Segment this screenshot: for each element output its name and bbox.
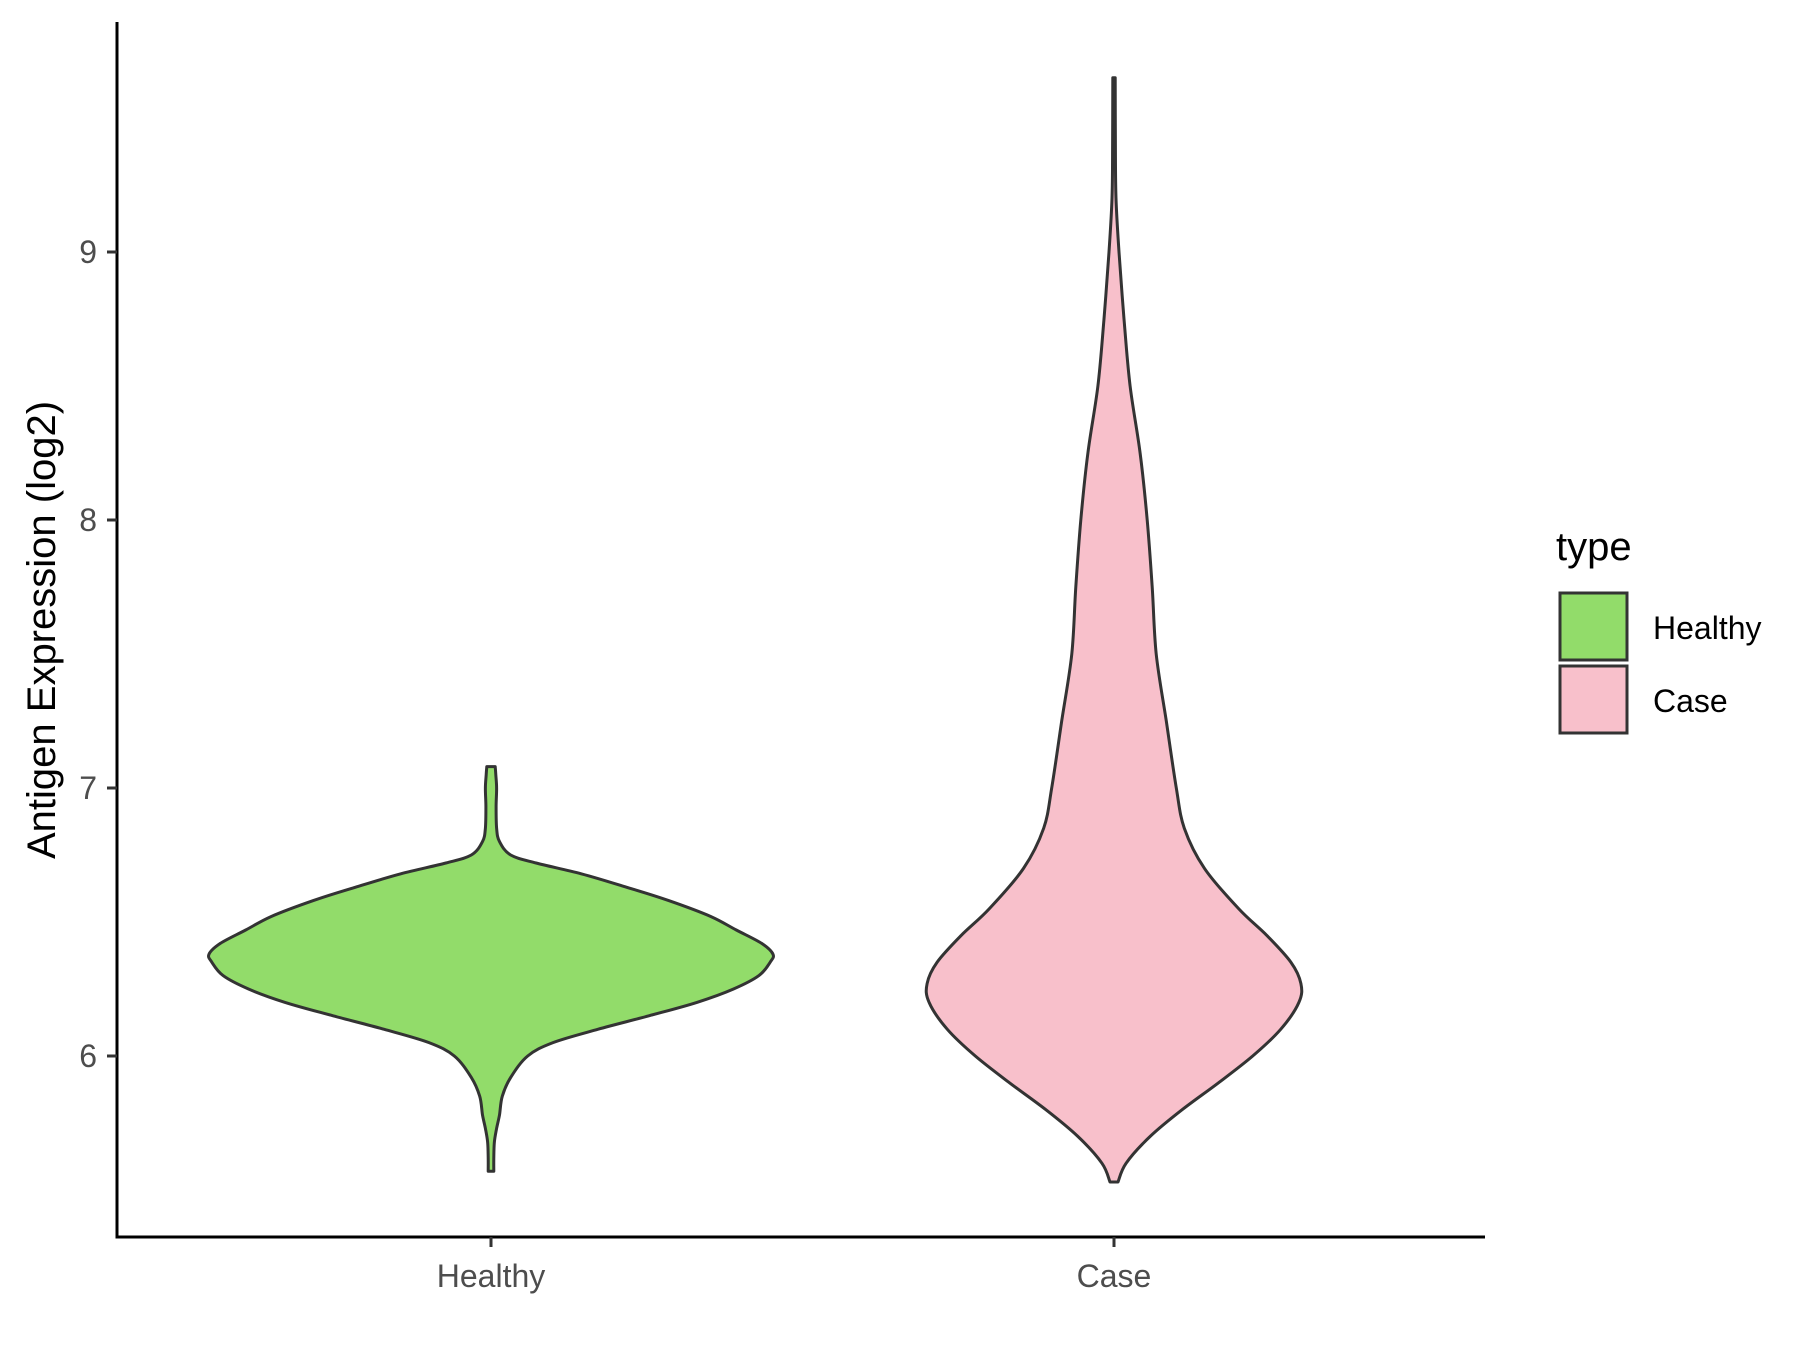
y-tick-label: 8	[79, 502, 97, 538]
violin-healthy	[207, 765, 775, 1173]
axes	[115, 22, 1485, 1239]
legend-key-case	[1558, 664, 1629, 735]
x-tick-label: Healthy	[437, 1258, 546, 1294]
violin-case	[924, 76, 1304, 1184]
y-tick-label: 6	[79, 1038, 97, 1074]
legend-label-case: Case	[1653, 683, 1728, 719]
legend-key-healthy	[1558, 591, 1629, 662]
legend-label-healthy: Healthy	[1653, 610, 1762, 646]
legend: type Healthy Case	[1556, 525, 1762, 735]
y-tick-label: 9	[79, 234, 97, 270]
y-ticks: 6 7 8 9	[79, 234, 117, 1074]
x-tick-label: Case	[1077, 1258, 1152, 1294]
violin-layer	[207, 76, 1304, 1184]
x-ticks: Healthy Case	[437, 1237, 1152, 1294]
legend-title: type	[1556, 525, 1632, 569]
y-tick-label: 7	[79, 770, 97, 806]
y-axis-title: Antigen Expression (log2)	[20, 401, 64, 859]
